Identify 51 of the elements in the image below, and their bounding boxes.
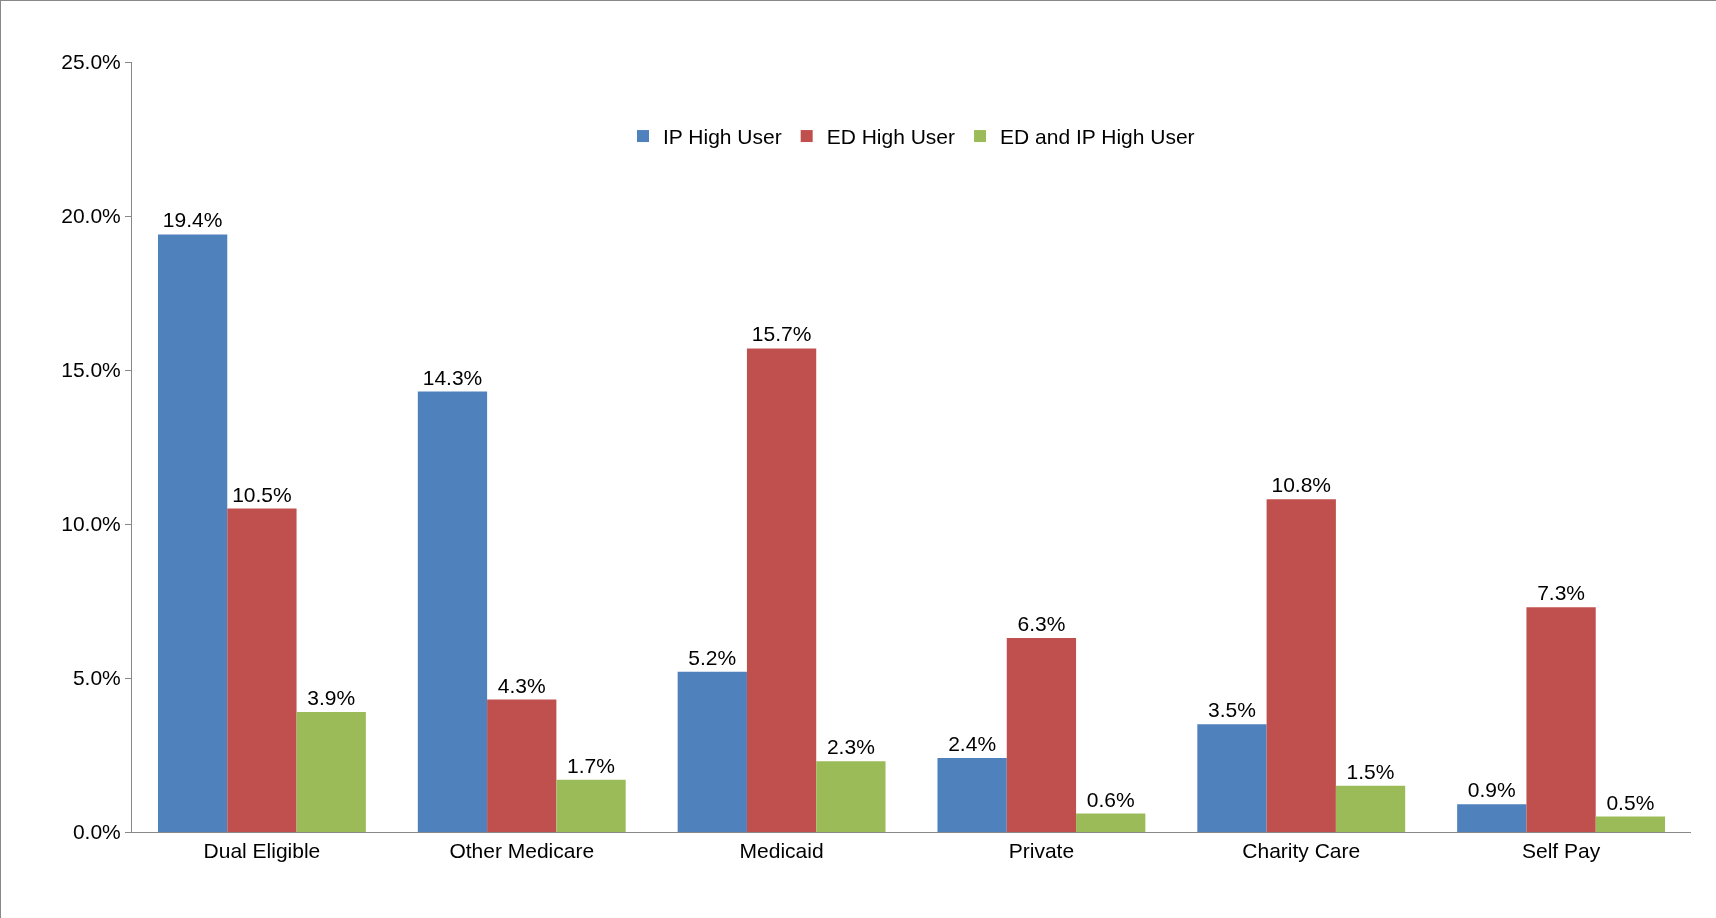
data-label: 0.5% <box>1606 790 1655 814</box>
x-tick-label: Charity Care <box>1242 839 1361 863</box>
data-label: 19.4% <box>162 208 223 232</box>
data-label: 10.5% <box>232 482 292 506</box>
legend-label: IP High User <box>663 125 782 149</box>
bar <box>1197 724 1267 832</box>
bar <box>1457 804 1527 832</box>
data-label: 15.7% <box>751 322 812 346</box>
bar <box>1076 813 1146 832</box>
bar <box>1526 607 1596 832</box>
y-tick-label: 10.0% <box>61 512 121 536</box>
y-tick-label: 15.0% <box>61 358 121 382</box>
data-label: 2.3% <box>826 735 875 759</box>
x-tick-label: Dual Eligible <box>203 839 321 863</box>
bar <box>937 758 1007 832</box>
data-label: 6.3% <box>1017 611 1066 635</box>
y-tick-label: 20.0% <box>61 204 121 228</box>
bar <box>417 391 488 832</box>
data-label: 10.8% <box>1271 473 1332 497</box>
bar <box>487 699 557 832</box>
x-tick-label: Other Medicare <box>449 839 595 863</box>
data-label: 14.3% <box>422 365 483 389</box>
bar <box>1335 785 1406 832</box>
legend-label: ED and IP High User <box>1000 125 1195 149</box>
data-label: 5.2% <box>688 645 737 669</box>
data-label: 3.5% <box>1208 698 1256 722</box>
bar <box>556 779 626 832</box>
bar <box>1266 499 1336 832</box>
y-tick-label: 0.0% <box>72 820 121 844</box>
data-label: 3.9% <box>307 685 356 709</box>
bar <box>227 508 297 832</box>
bar <box>677 671 747 832</box>
data-label: 1.5% <box>1346 759 1395 783</box>
x-tick-label: Private <box>1008 839 1075 863</box>
data-label: 0.9% <box>1467 778 1516 802</box>
bar <box>1595 816 1666 832</box>
bar <box>746 348 817 832</box>
data-label: 0.6% <box>1086 787 1135 811</box>
legend-label: ED High User <box>826 125 956 149</box>
data-label: 2.4% <box>948 732 997 756</box>
bar <box>157 234 228 832</box>
y-tick-label: 5.0% <box>72 666 121 690</box>
x-tick-label: Medicaid <box>739 839 824 863</box>
bar <box>816 761 886 832</box>
data-label: 4.3% <box>497 673 546 697</box>
y-tick-label: 25.0% <box>61 50 121 74</box>
x-tick-label: Self Pay <box>1521 839 1601 863</box>
bar <box>1006 637 1077 832</box>
data-label: 1.7% <box>567 753 615 777</box>
data-label: 7.3% <box>1537 581 1586 605</box>
bar <box>296 711 366 832</box>
